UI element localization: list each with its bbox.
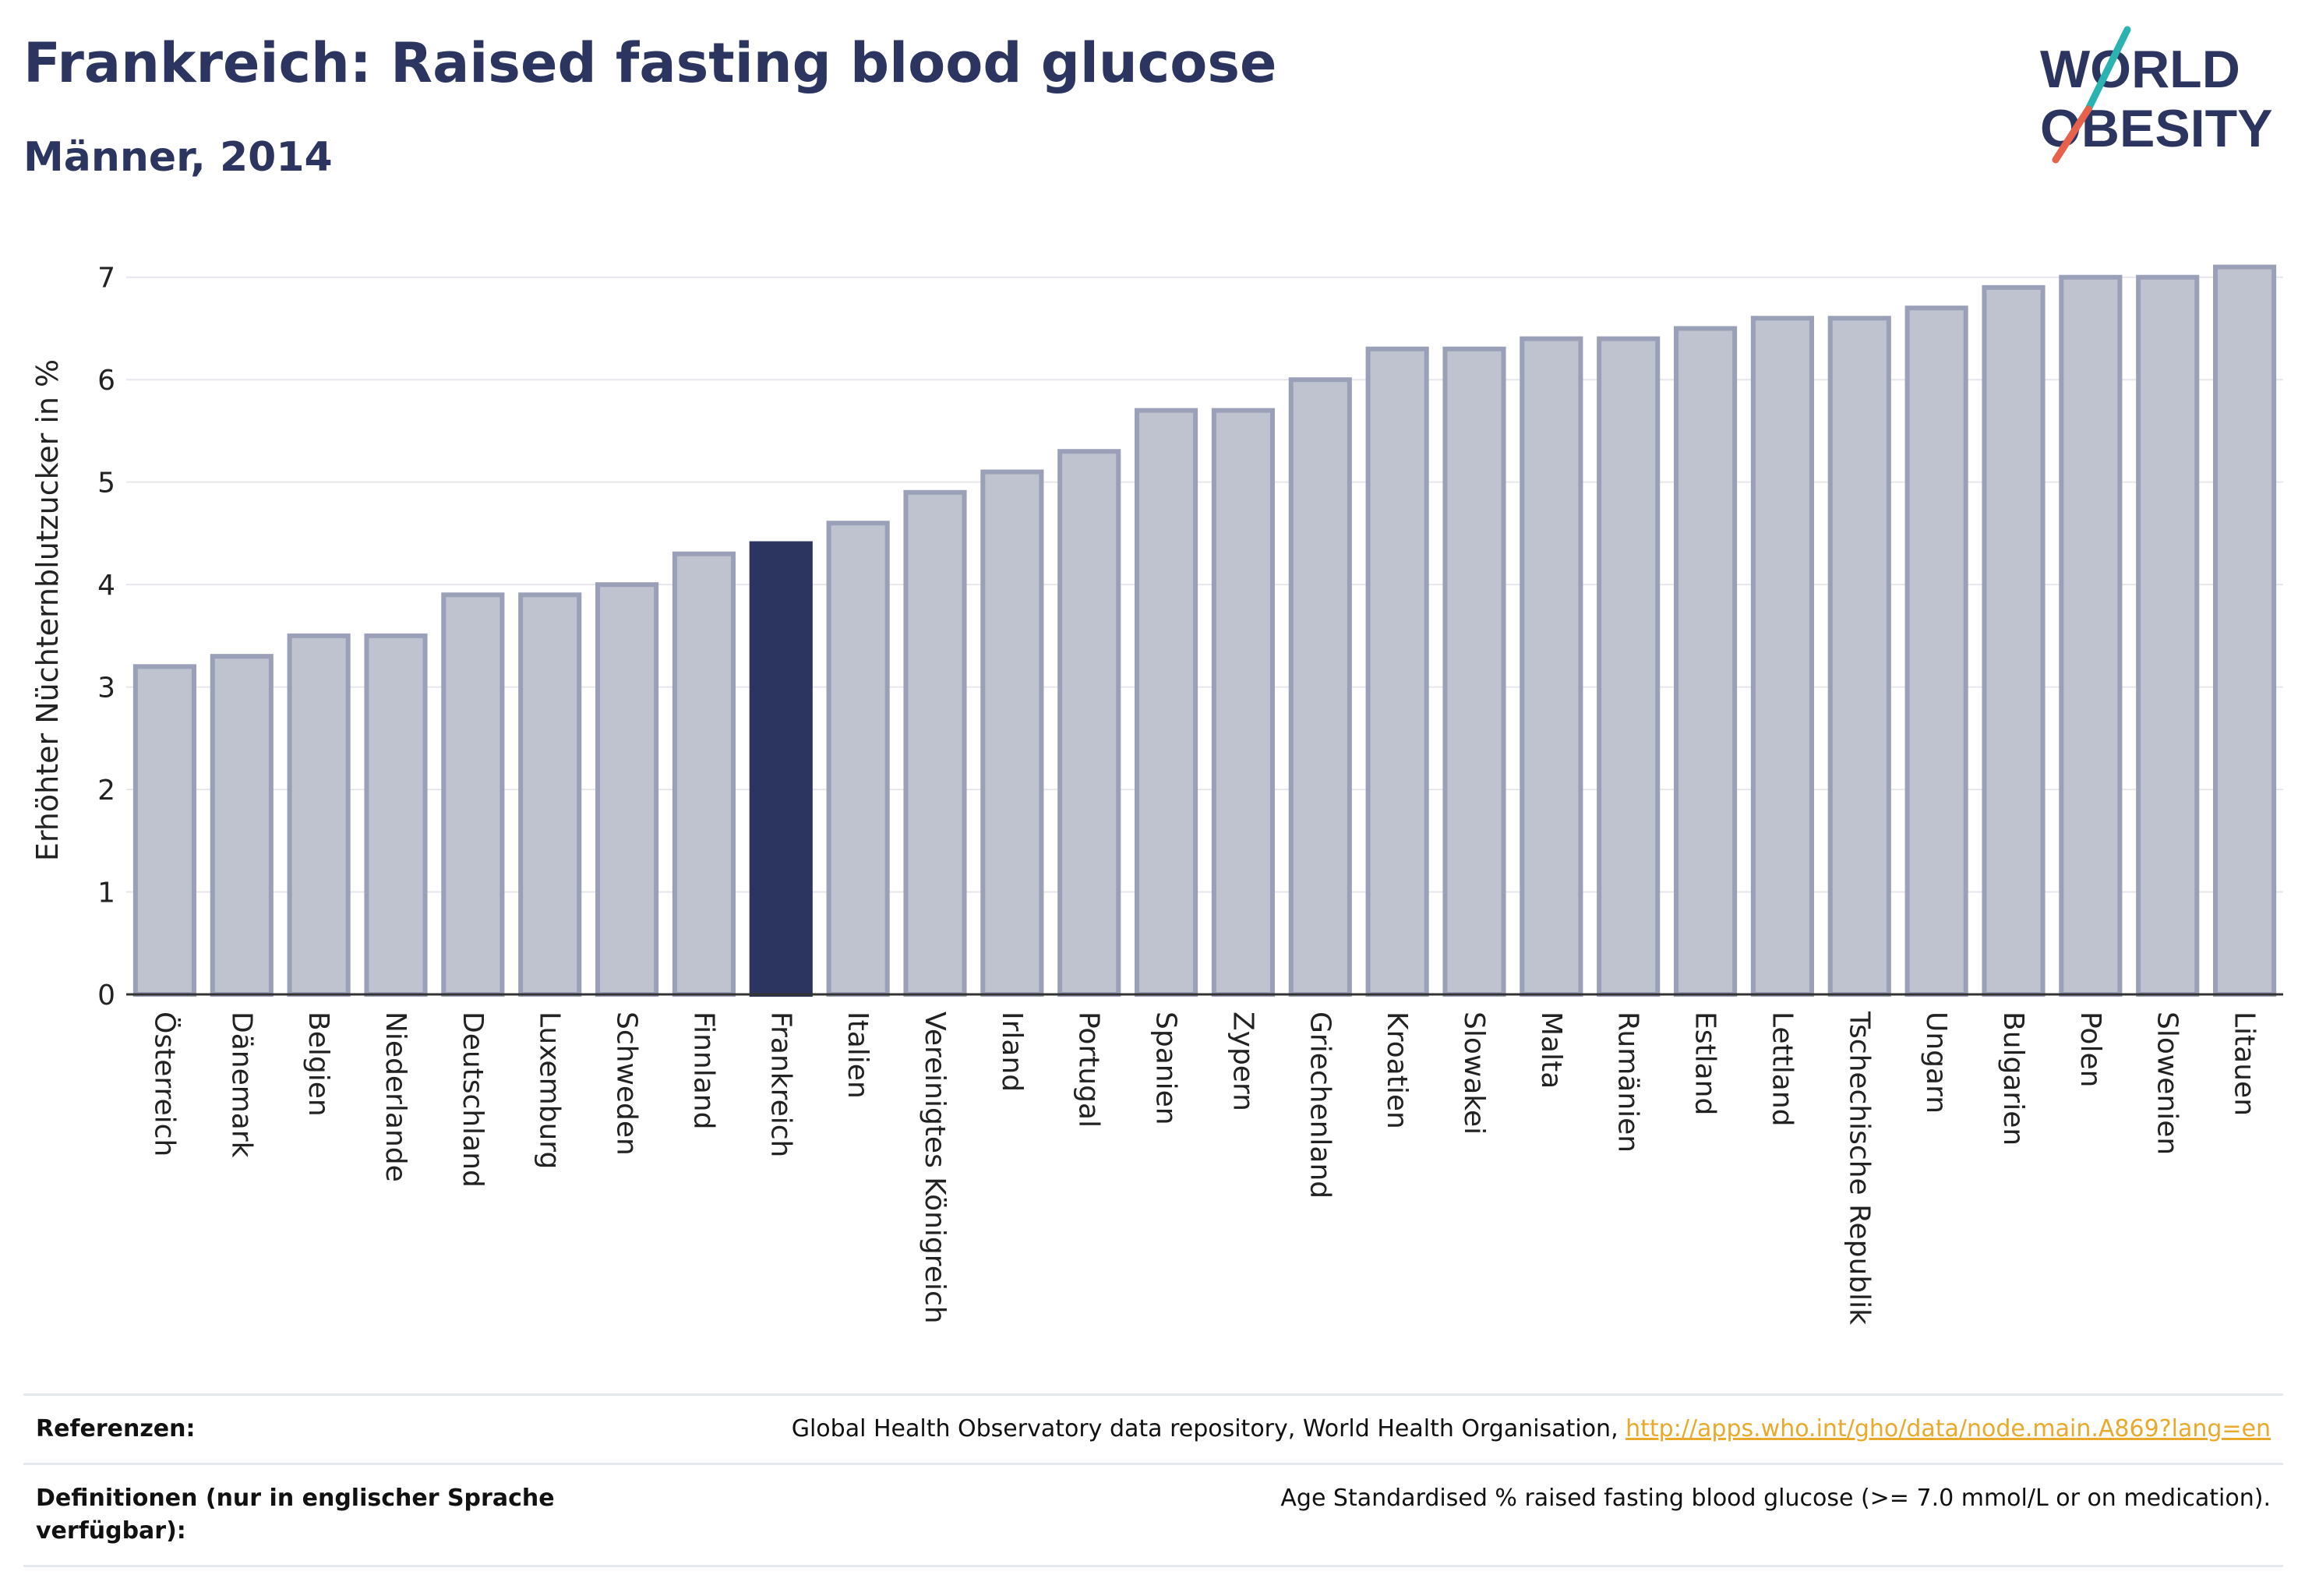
x-tick-label: Portugal [1073,1012,1105,1128]
bar-deutschland [441,592,505,997]
x-tick-label: Ungarn [1920,1012,1952,1114]
bar-spanien [1135,408,1198,997]
y-axis-ticks: 0 1 2 3 4 5 6 7 [97,263,115,1012]
x-tick-label: Litauen [2229,1012,2261,1116]
x-tick-label: Kroatien [1381,1012,1413,1129]
x-tick-label: Lettland [1766,1012,1798,1127]
references-value: Global Health Observatory data repositor… [597,1413,2271,1446]
bar-rumänien [1597,336,1661,997]
chart-title: Frankreich: Raised fasting blood glucose [23,31,1277,95]
bar-malta [1520,336,1583,997]
bar-tschechische-republik [1827,316,1891,997]
y-tick-label: 7 [97,263,115,295]
bar-slowakei [1442,346,1506,997]
x-tick-label: Spanien [1150,1012,1182,1125]
bar-slowenien [2136,274,2200,997]
definitions-value: Age Standardised % raised fasting blood … [1280,1485,2271,1512]
references-link[interactable]: http://apps.who.int/gho/data/node.main.A… [1626,1415,2271,1442]
references-row: Referenzen: Global Health Observatory da… [23,1393,2283,1463]
bar-lettland [1750,316,1814,997]
x-tick-label: Finnland [687,1012,719,1129]
x-tick-label: Irland [996,1012,1028,1092]
x-tick-label: Malta [1535,1012,1567,1089]
bar-irland [980,469,1044,997]
x-tick-label: Dänemark [225,1012,257,1158]
bar-bulgarien [1982,284,2046,997]
x-tick-label: Schweden [611,1012,643,1156]
bar-italien [826,521,890,997]
references-text: Global Health Observatory data repositor… [791,1415,1626,1442]
definitions-label: Definitionen (nur in englischer Sprache … [36,1485,555,1545]
bar-frankreich [749,541,813,997]
x-tick-label: Österreich [148,1012,181,1156]
x-tick-label: Frankreich [764,1012,796,1157]
bar-schweden [595,582,659,997]
x-tick-label: Polen [2074,1012,2106,1087]
bar-estland [1674,326,1738,997]
bar-ungarn [1904,305,1968,997]
bar-kroatien [1365,346,1429,997]
bar-luxemburg [518,592,582,997]
definitions-row: Definitionen (nur in englischer Sprache … [23,1463,2283,1567]
x-tick-label: Vereinigtes Königreich [919,1012,951,1324]
bar-österreich [132,664,196,997]
x-tick-label: Rumänien [1612,1012,1644,1153]
x-tick-label: Griechenland [1304,1012,1336,1199]
bar-chart: 0 1 2 3 4 5 6 7 Österreich Dänemark Belgien Nieder… [30,263,2283,1325]
bar-zypern [1211,408,1275,997]
bar-vereinigtes-königreich [903,489,967,997]
bar-dänemark [210,654,274,997]
references-label: Referenzen: [36,1415,196,1442]
x-tick-label: Slowenien [2151,1012,2183,1155]
footer: Referenzen: Global Health Observatory da… [23,1393,2283,1567]
y-tick-label: 5 [97,468,115,500]
bar-portugal [1057,449,1121,997]
x-tick-label: Tschechische Republik [1843,1011,1875,1325]
x-tick-label: Luxemburg [534,1012,566,1169]
bar-griechenland [1288,377,1352,997]
y-tick-label: 2 [97,775,115,807]
x-tick-label: Bulgarien [1997,1012,2029,1146]
bar-niederlande [364,633,428,997]
y-tick-label: 3 [97,673,115,704]
chart-subtitle: Männer, 2014 [23,134,333,181]
x-tick-label: Estland [1689,1012,1721,1115]
x-tick-label: Deutschland [457,1012,489,1188]
bar-litauen [2213,264,2277,997]
y-axis-title: Erhöhter Nüchternblutzucker in % [30,359,65,861]
y-tick-label: 1 [97,877,115,909]
x-axis-labels: Österreich Dänemark Belgien Niederlande Deut… [148,1011,2260,1325]
x-tick-label: Slowakei [1458,1012,1490,1135]
y-tick-label: 0 [97,980,115,1012]
x-tick-label: Italien [842,1012,874,1099]
x-tick-label: Zypern [1227,1012,1258,1111]
y-tick-label: 6 [97,365,115,397]
svg-text:WORLD: WORLD [2040,40,2240,99]
y-tick-label: 4 [97,570,115,602]
bars [132,264,2277,997]
bar-finnland [672,551,736,997]
bar-polen [2059,274,2123,997]
x-tick-label: Belgien [302,1012,334,1117]
bar-belgien [287,633,351,997]
x-tick-label: Niederlande [379,1012,411,1182]
world-obesity-logo: WORLD OBESITY [2040,26,2273,164]
